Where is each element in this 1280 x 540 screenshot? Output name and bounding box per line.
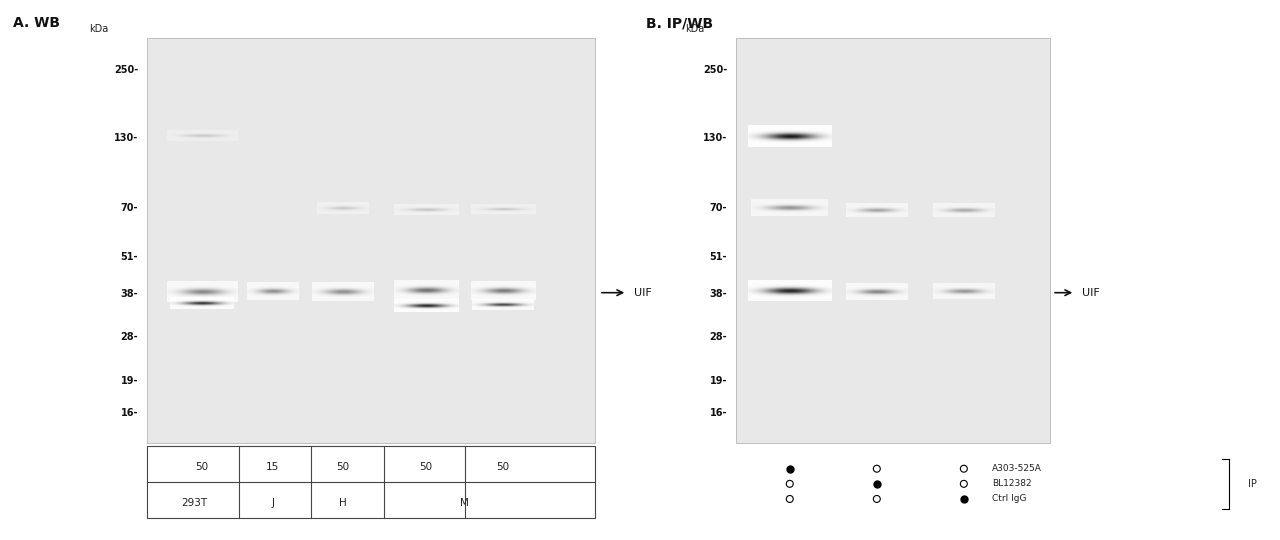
Text: 51-: 51- xyxy=(709,252,727,261)
Point xyxy=(867,495,887,503)
Text: 50: 50 xyxy=(497,462,509,471)
Text: 293T: 293T xyxy=(182,498,207,508)
Text: 16-: 16- xyxy=(709,408,727,418)
Point xyxy=(954,464,974,473)
Point xyxy=(780,495,800,503)
Point xyxy=(867,464,887,473)
Text: 38-: 38- xyxy=(709,289,727,299)
Text: kDa: kDa xyxy=(685,24,704,35)
Text: BL12382: BL12382 xyxy=(992,480,1032,488)
Text: A. WB: A. WB xyxy=(13,16,60,30)
Point xyxy=(954,495,974,503)
Point xyxy=(867,480,887,488)
Text: 19-: 19- xyxy=(120,376,138,386)
Text: 19-: 19- xyxy=(709,376,727,386)
Text: B. IP/WB: B. IP/WB xyxy=(646,16,713,30)
Text: 50: 50 xyxy=(337,462,349,471)
Text: H: H xyxy=(339,498,347,508)
Text: 50: 50 xyxy=(196,462,209,471)
Text: 130-: 130- xyxy=(703,133,727,143)
Text: J: J xyxy=(271,498,274,508)
Text: 130-: 130- xyxy=(114,133,138,143)
Text: UIF: UIF xyxy=(1082,288,1100,298)
Text: IP: IP xyxy=(1248,479,1257,489)
Text: 28-: 28- xyxy=(120,333,138,342)
Text: 250-: 250- xyxy=(114,65,138,75)
Text: 70-: 70- xyxy=(709,203,727,213)
Text: 50: 50 xyxy=(420,462,433,471)
Text: 250-: 250- xyxy=(703,65,727,75)
Bar xyxy=(147,446,595,518)
Text: 15: 15 xyxy=(266,462,279,471)
Text: 16-: 16- xyxy=(120,408,138,418)
Text: 70-: 70- xyxy=(120,203,138,213)
Point xyxy=(954,480,974,488)
Text: UIF: UIF xyxy=(634,288,652,298)
Text: kDa: kDa xyxy=(90,24,109,35)
Text: Ctrl IgG: Ctrl IgG xyxy=(992,495,1027,503)
Bar xyxy=(147,38,595,443)
Text: 51-: 51- xyxy=(120,252,138,261)
Text: M: M xyxy=(461,498,468,508)
Point xyxy=(780,480,800,488)
Point xyxy=(780,464,800,473)
Text: A303-525A: A303-525A xyxy=(992,464,1042,473)
Text: 38-: 38- xyxy=(120,289,138,299)
Text: 28-: 28- xyxy=(709,333,727,342)
Bar xyxy=(736,38,1050,443)
